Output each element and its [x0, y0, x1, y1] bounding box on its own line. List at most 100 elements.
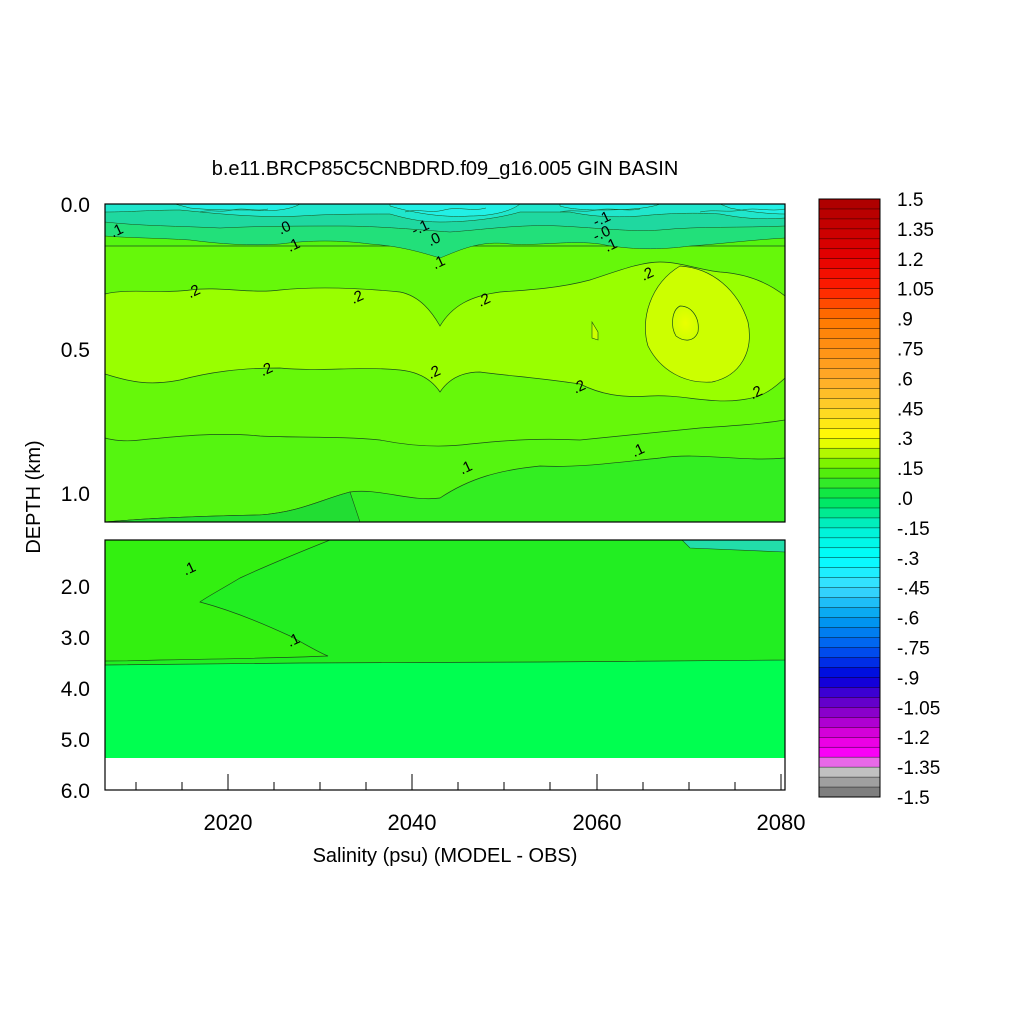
- colorbar-swatch-15: [818, 348, 881, 359]
- colorbar-label-20: -1.5: [897, 788, 930, 809]
- xtick-2020: 2020: [204, 810, 253, 835]
- y-axis-upper: 0.0 0.5 1.0: [61, 194, 90, 506]
- x-axis: [135, 774, 782, 790]
- colorbar-swatch-53: [818, 727, 881, 738]
- colorbar-swatch-19: [818, 388, 881, 399]
- ytick-4.0: 4.0: [61, 678, 90, 701]
- colorbar-swatch-17: [818, 368, 881, 379]
- colorbar-swatch-24: [818, 438, 881, 449]
- colorbar-swatch-27: [818, 467, 881, 479]
- ytick-3.0: 3.0: [61, 627, 90, 650]
- colorbar-label-18: -1.2: [897, 728, 930, 749]
- colorbar-swatch-57: [818, 766, 881, 778]
- colorbar-label-13: -.45: [897, 579, 930, 600]
- colorbar-swatch-25: [818, 447, 881, 459]
- colorbar-swatch-18: [818, 378, 881, 389]
- colorbar-swatch-58: [818, 776, 881, 788]
- ytick-0: 0.0: [61, 194, 90, 217]
- colorbar-swatch-39: [818, 587, 881, 599]
- colorbar-frame: [818, 198, 881, 798]
- colorbar-swatch-5: [818, 248, 881, 260]
- colorbar-swatch-22: [818, 418, 881, 429]
- colorbar-swatch-14: [818, 338, 881, 349]
- colorbar-swatch-3: [818, 228, 881, 240]
- xtick-2080: 2080: [757, 810, 806, 835]
- colorbar-swatch-8: [818, 278, 881, 290]
- colorbar-label-9: .15: [897, 459, 923, 480]
- lower-panel: [105, 540, 785, 790]
- chart-title: b.e11.BRCP85C5CNBDRD.f09_g16.005 GIN BAS…: [212, 158, 679, 180]
- colorbar-swatch-38: [818, 577, 881, 589]
- colorbar-swatch-36: [818, 557, 881, 569]
- band-0.3: [672, 305, 699, 341]
- colorbar-label-12: -.3: [897, 549, 919, 570]
- colorbar-swatch-1: [818, 208, 881, 220]
- colorbar-swatch-20: [818, 398, 881, 409]
- band-lower-0.15: [105, 540, 331, 662]
- colorbar-label-6: .6: [897, 369, 913, 390]
- colorbar-swatch-45: [818, 647, 881, 658]
- colorbar-swatch-12: [818, 318, 881, 330]
- colorbar-swatch-59: [818, 786, 881, 798]
- ytick-5.0: 5.0: [61, 729, 90, 752]
- colorbar-swatch-28: [818, 477, 881, 489]
- colorbar-label-3: 1.05: [897, 280, 934, 301]
- xtick-2060: 2060: [573, 810, 622, 835]
- colorbar-swatch-46: [818, 657, 881, 668]
- colorbar-swatch-50: [818, 697, 881, 708]
- colorbar-swatch-7: [818, 268, 881, 280]
- colorbar-label-5: .75: [897, 340, 923, 361]
- colorbar-label-19: -1.35: [897, 758, 940, 779]
- ytick-2.0: 2.0: [61, 576, 90, 599]
- colorbar-swatch-29: [818, 487, 881, 499]
- colorbar-label-17: -1.05: [897, 698, 940, 719]
- colorbar-label-0: 1.5: [897, 190, 923, 211]
- colorbar-label-2: 1.2: [897, 250, 923, 271]
- colorbar-swatch-51: [818, 707, 881, 718]
- xtick-2040: 2040: [388, 810, 437, 835]
- colorbar-label-7: .45: [897, 399, 923, 420]
- colorbar-swatch-41: [818, 607, 881, 619]
- colorbar-swatch-10: [818, 298, 881, 310]
- colorbar-swatch-16: [818, 358, 881, 369]
- colorbar-swatch-11: [818, 308, 881, 320]
- colorbar-swatch-52: [818, 717, 881, 728]
- colorbar-swatch-32: [818, 517, 881, 529]
- x-axis-label: Salinity (psu) (MODEL - OBS): [313, 845, 578, 867]
- y-axis-label: DEPTH (km): [23, 440, 45, 553]
- colorbar-swatch-23: [818, 428, 881, 439]
- lower-panel-frame: [104, 539, 786, 791]
- colorbar-label-10: .0: [897, 489, 913, 510]
- colorbar-label-15: -.75: [897, 639, 930, 660]
- contour-label-6: -.1: [409, 217, 432, 240]
- colorbar-labels: 1.5 1.35 1.2 1.05 .9 .75 .6 .45 .3 .15 .0 -.15 -.3 -.…: [897, 190, 940, 809]
- colorbar-label-1: 1.35: [897, 220, 934, 241]
- colorbar-swatch-54: [818, 737, 881, 748]
- contour-label-11: -.1: [590, 208, 613, 231]
- colorbar-swatch-42: [818, 617, 881, 629]
- colorbar-swatch-2: [818, 218, 881, 230]
- colorbar-swatch-34: [818, 537, 881, 549]
- contour-label-12: -.0: [590, 222, 613, 245]
- colorbar-swatch-43: [818, 627, 881, 639]
- colorbar-swatch-37: [818, 567, 881, 579]
- ytick-1.0: 1.0: [61, 483, 90, 506]
- colorbar-swatch-35: [818, 547, 881, 559]
- upper-panel: [105, 204, 785, 522]
- colorbar-swatch-13: [818, 328, 881, 340]
- colorbar-swatch-49: [818, 687, 881, 698]
- colorbar-label-4: .9: [897, 310, 913, 331]
- colorbar-swatch-47: [818, 667, 881, 678]
- colorbar-swatch-44: [818, 637, 881, 649]
- colorbar-swatch-0: [818, 198, 881, 210]
- colorbar-swatch-40: [818, 597, 881, 609]
- colorbar-swatch-9: [818, 288, 881, 300]
- colorbar: [818, 198, 881, 798]
- y-axis-lower: 2.0 3.0 4.0 5.0 6.0: [61, 576, 90, 803]
- ytick-0.5: 0.5: [61, 339, 90, 362]
- colorbar-swatch-6: [818, 258, 881, 270]
- colorbar-swatch-31: [818, 507, 881, 519]
- ytick-6.0: 6.0: [61, 780, 90, 803]
- colorbar-swatch-30: [818, 497, 881, 509]
